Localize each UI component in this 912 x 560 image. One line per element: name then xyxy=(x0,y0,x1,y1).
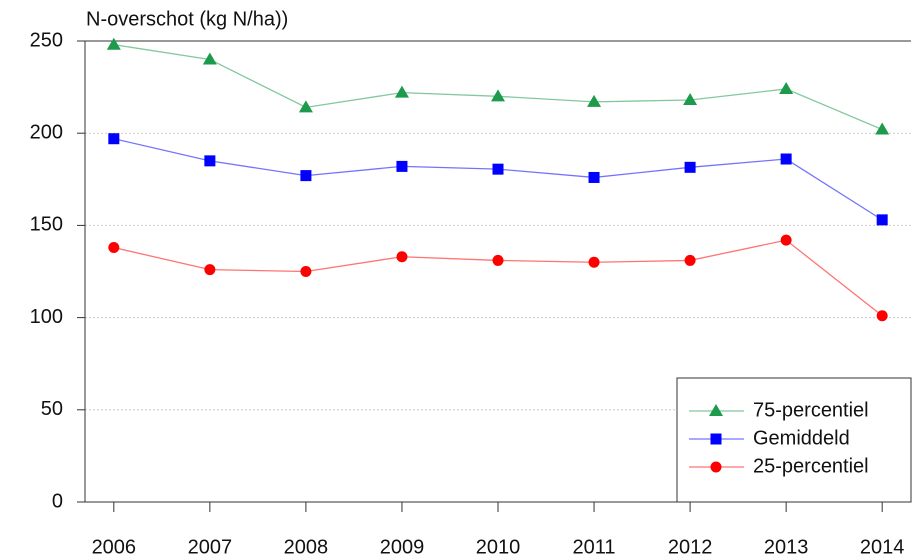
x-tick-label: 2007 xyxy=(188,536,233,558)
marker xyxy=(684,161,696,173)
marker xyxy=(202,52,217,65)
marker xyxy=(875,122,890,135)
marker xyxy=(204,264,216,276)
x-tick-label: 2012 xyxy=(668,536,713,558)
marker xyxy=(588,171,600,183)
marker xyxy=(300,266,312,277)
marker xyxy=(491,89,505,102)
marker xyxy=(106,37,121,50)
legend-label: 75-percentiel xyxy=(753,399,869,421)
marker xyxy=(492,254,504,266)
x-tick-label: 2014 xyxy=(860,536,905,558)
y-tick-label: 250 xyxy=(30,29,63,51)
marker xyxy=(492,163,504,175)
x-tick-label: 2008 xyxy=(284,536,329,558)
y-axis-label: N-overschot (kg N/ha)) xyxy=(86,8,288,30)
y-tick-label: 50 xyxy=(41,398,63,420)
x-tick-label: 2006 xyxy=(92,536,137,558)
marker xyxy=(876,214,888,226)
series-line xyxy=(113,44,883,131)
x-tick-label: 2010 xyxy=(476,536,521,558)
marker xyxy=(684,254,696,266)
marker xyxy=(780,153,792,165)
marker xyxy=(779,81,794,94)
marker xyxy=(588,256,600,268)
marker xyxy=(710,433,722,445)
marker xyxy=(876,310,888,322)
x-tick-label: 2013 xyxy=(764,536,809,558)
legend-label: 25-percentiel xyxy=(753,455,869,477)
y-tick-label: 0 xyxy=(52,490,63,512)
marker xyxy=(204,155,216,167)
marker xyxy=(710,461,722,473)
marker xyxy=(298,100,313,113)
marker xyxy=(108,133,120,145)
y-tick-label: 150 xyxy=(30,214,63,236)
marker xyxy=(683,93,698,106)
x-tick-label: 2011 xyxy=(573,536,616,558)
legend-label: Gemiddeld xyxy=(753,427,850,449)
series-line xyxy=(113,239,883,317)
y-tick-label: 200 xyxy=(30,121,63,143)
marker xyxy=(709,404,723,416)
marker xyxy=(780,234,792,246)
y-tick-label: 100 xyxy=(30,306,63,328)
marker xyxy=(300,170,312,182)
marker xyxy=(394,85,409,98)
marker xyxy=(396,251,408,263)
x-tick-label: 2009 xyxy=(380,536,425,558)
marker xyxy=(396,160,408,172)
series-line xyxy=(113,138,883,221)
marker xyxy=(587,94,602,107)
marker xyxy=(108,242,120,254)
